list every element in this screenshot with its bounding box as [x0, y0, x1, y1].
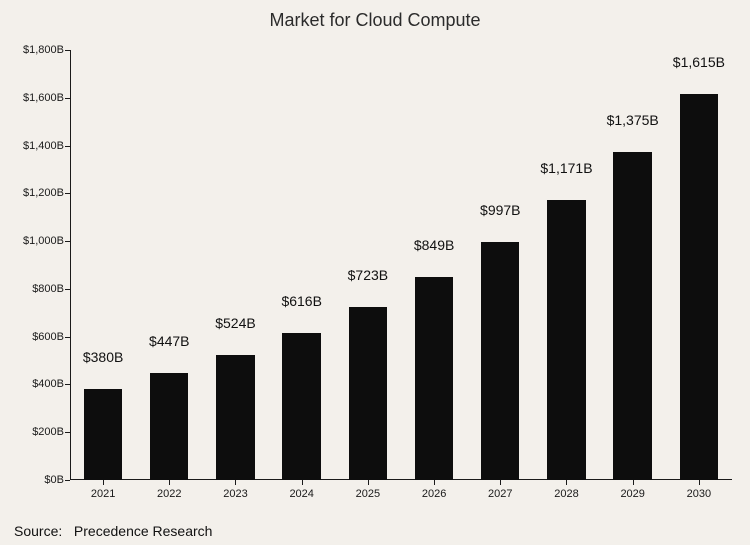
chart-title: Market for Cloud Compute [0, 10, 750, 31]
bar: $849B [415, 277, 453, 480]
x-tick-label: 2026 [401, 480, 467, 500]
bar-slot: $997B2027 [467, 50, 533, 480]
bar-slot: $849B2026 [401, 50, 467, 480]
bar: $997B [481, 242, 519, 480]
bar-slot: $616B2024 [269, 50, 335, 480]
source-value: Precedence Research [74, 523, 213, 539]
bar-slot: $524B2023 [202, 50, 268, 480]
bar-value-label: $1,615B [672, 54, 726, 74]
y-tick-label: $1,400B [23, 140, 70, 152]
bar: $723B [349, 307, 387, 480]
x-tick-label: 2023 [202, 480, 268, 500]
bar-slot: $723B2025 [335, 50, 401, 480]
bar: $380B [84, 389, 122, 480]
x-tick-label: 2024 [269, 480, 335, 500]
bar-value-label: $1,171B [540, 160, 594, 180]
x-tick-label: 2022 [136, 480, 202, 500]
x-tick-label: 2028 [533, 480, 599, 500]
bar-value-label: $616B [275, 293, 329, 313]
bar-value-label: $524B [209, 315, 263, 335]
bar: $1,615B [680, 94, 718, 480]
bar: $447B [150, 373, 188, 480]
bar-slot: $447B2022 [136, 50, 202, 480]
bar-value-label: $380B [76, 349, 130, 369]
x-tick-label: 2025 [335, 480, 401, 500]
bar: $616B [282, 333, 320, 480]
bar-slot: $1,375B2029 [600, 50, 666, 480]
x-tick-label: 2021 [70, 480, 136, 500]
bar-value-label: $849B [407, 237, 461, 257]
x-tick-label: 2027 [467, 480, 533, 500]
bar-value-label: $447B [142, 333, 196, 353]
x-tick-label: 2029 [600, 480, 666, 500]
y-tick-label: $1,000B [23, 235, 70, 247]
y-tick-label: $1,600B [23, 92, 70, 104]
chart-canvas: Market for Cloud Compute $0B$200B$400B$6… [0, 0, 750, 545]
bar: $524B [216, 355, 254, 480]
y-tick-label: $1,200B [23, 187, 70, 199]
bar-slot: $1,615B2030 [666, 50, 732, 480]
bar-slot: $1,171B2028 [533, 50, 599, 480]
bar: $1,171B [547, 200, 585, 480]
bar-value-label: $997B [473, 202, 527, 222]
x-tick-label: 2030 [666, 480, 732, 500]
source-label: Source: [14, 523, 62, 539]
plot-area: $0B$200B$400B$600B$800B$1,000B$1,200B$1,… [70, 50, 732, 480]
bar-value-label: $723B [341, 267, 395, 287]
source-line: Source: Precedence Research [14, 523, 212, 539]
bar: $1,375B [613, 152, 651, 480]
y-tick-label: $1,800B [23, 44, 70, 56]
bar-slot: $380B2021 [70, 50, 136, 480]
bar-value-label: $1,375B [606, 112, 660, 132]
